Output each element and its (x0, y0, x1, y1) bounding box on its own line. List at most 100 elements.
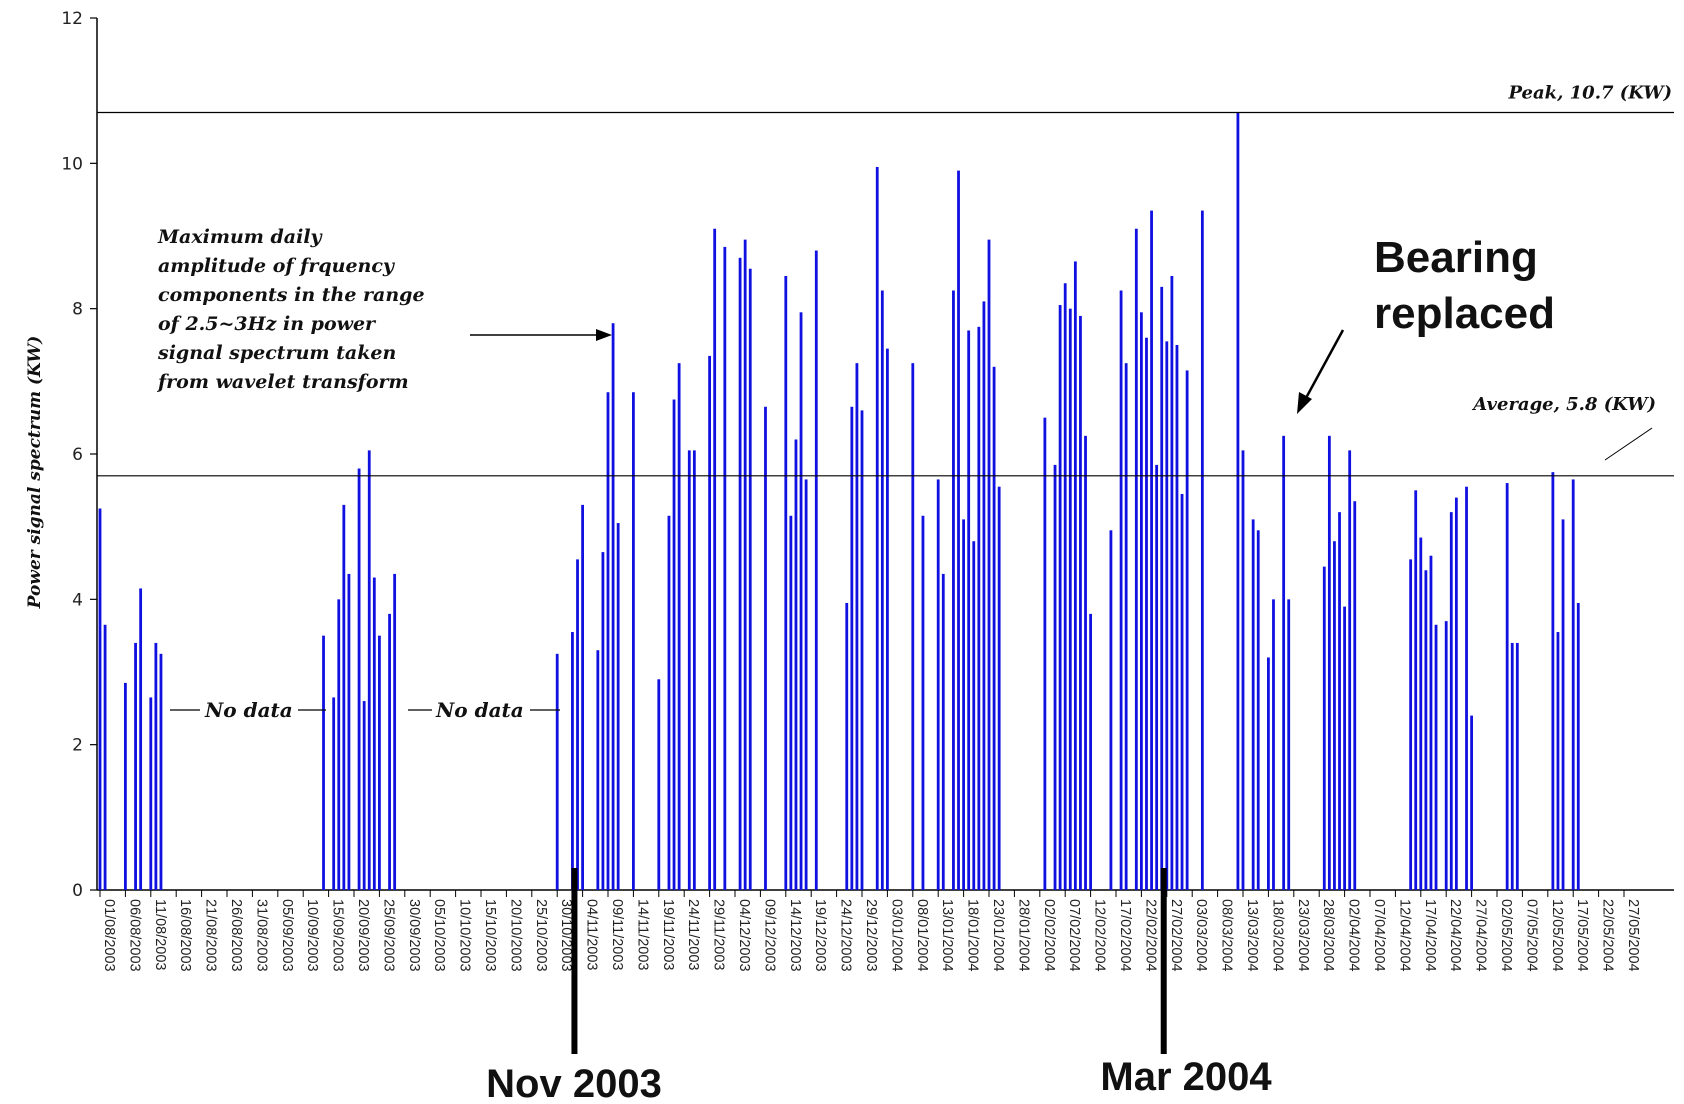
bar (911, 363, 915, 891)
bar (1434, 624, 1438, 890)
x-tick-label: 13/03/2004 (1244, 899, 1260, 972)
bar (982, 301, 986, 890)
x-tick-label: 13/01/2004 (939, 899, 955, 972)
bar (875, 166, 879, 890)
bar (880, 290, 884, 890)
bars (98, 112, 1580, 891)
bar (1160, 286, 1164, 890)
x-tick-label: 24/11/2003 (685, 899, 701, 971)
x-tick-label: 02/02/2004 (1041, 899, 1057, 972)
bar (378, 635, 381, 890)
bar (367, 450, 371, 890)
bar (850, 406, 854, 890)
reference-lines: Peak, 10.7 (KW) Average, 5.8 (KW) (97, 82, 1674, 477)
x-tick-label: 09/12/2003 (761, 899, 777, 972)
bar (1505, 483, 1509, 890)
bar (987, 239, 991, 891)
bar (687, 450, 691, 890)
x-tick-label: 22/05/2004 (1600, 899, 1616, 972)
bar (357, 468, 361, 890)
bar (1043, 417, 1047, 890)
bar (1510, 642, 1514, 890)
x-tick-label: 27/05/2004 (1625, 899, 1641, 972)
bar (1343, 606, 1346, 890)
bar (154, 642, 158, 890)
y-tick-label: 12 (61, 9, 83, 29)
bar (159, 653, 163, 890)
bar (992, 366, 996, 890)
period-marker-label: Mar 2004 (1100, 1055, 1272, 1099)
bar (1145, 337, 1148, 890)
bar (393, 573, 397, 890)
bar (337, 599, 341, 890)
y-tick-label: 8 (72, 300, 83, 320)
bar (855, 363, 859, 891)
bar (723, 246, 727, 890)
x-tick-label: 29/12/2003 (863, 899, 879, 972)
bar (799, 312, 803, 890)
x-tick-label: 21/08/2003 (203, 899, 219, 972)
bar (764, 406, 767, 890)
bar (692, 450, 696, 890)
bar (571, 632, 574, 890)
bar (1175, 345, 1179, 890)
x-tick-label: 02/05/2004 (1498, 899, 1514, 972)
bar (98, 508, 102, 890)
bar (1515, 642, 1519, 890)
x-tick-label: 18/03/2004 (1269, 899, 1285, 972)
bar (1170, 275, 1174, 890)
bar (322, 635, 325, 890)
bar (845, 602, 849, 890)
bar (941, 573, 945, 890)
bar (372, 577, 376, 890)
bar (1058, 305, 1062, 890)
x-tick-label: 31/08/2003 (253, 899, 269, 972)
x-tick-label: 10/10/2003 (457, 899, 473, 972)
x-ticks: 01/08/2003 06/08/2003 11/08/2003 16/08/2003… (99, 890, 1641, 972)
x-tick-label: 25/10/2003 (533, 899, 549, 972)
no-data-label: No data (435, 698, 524, 722)
x-tick-label: 17/05/2004 (1574, 899, 1590, 972)
bar (1419, 537, 1423, 890)
bar (596, 650, 600, 890)
bar (1063, 283, 1067, 890)
y-ticks: 0 2 4 6 8 10 12 (61, 9, 97, 901)
x-tick-label: 27/04/2004 (1473, 899, 1489, 972)
bar (997, 486, 1001, 890)
bar (1287, 599, 1291, 890)
x-tick-label: 08/03/2004 (1219, 899, 1235, 972)
bar (784, 275, 788, 890)
bearing-label-line1: Bearing (1374, 233, 1538, 282)
no-data-label: No data (204, 698, 293, 722)
bar (1470, 715, 1473, 890)
bearing-label-line2: replaced (1374, 289, 1555, 338)
x-tick-label: 20/10/2003 (507, 899, 523, 972)
bar (962, 519, 965, 890)
bar (1571, 479, 1575, 890)
x-tick-label: 10/09/2003 (304, 899, 320, 972)
bar (347, 573, 351, 890)
x-tick-label: 03/01/2004 (888, 899, 904, 972)
x-tick-label: 30/10/2003 (558, 899, 574, 972)
x-tick-label: 01/08/2003 (101, 899, 117, 972)
x-tick-label: 15/09/2003 (330, 899, 346, 972)
bar (1155, 464, 1159, 890)
bar (1079, 315, 1082, 890)
bar (1236, 112, 1240, 890)
bar (713, 228, 717, 890)
bar (1272, 599, 1275, 890)
bar (967, 330, 971, 890)
bar (667, 515, 671, 890)
bar (1465, 486, 1468, 890)
x-tick-label: 02/04/2004 (1346, 899, 1362, 972)
description-line: amplitude of frquency (158, 255, 396, 277)
bar (1089, 613, 1092, 890)
no-data-annotation: No data (408, 698, 560, 722)
bar (1267, 657, 1270, 890)
description-line: components in the range (158, 284, 425, 306)
bar (1251, 519, 1255, 890)
x-tick-label: 07/05/2004 (1523, 899, 1539, 972)
x-tick-label: 30/09/2003 (406, 899, 422, 972)
x-tick-label: 15/10/2003 (482, 899, 498, 972)
bar (134, 642, 137, 890)
